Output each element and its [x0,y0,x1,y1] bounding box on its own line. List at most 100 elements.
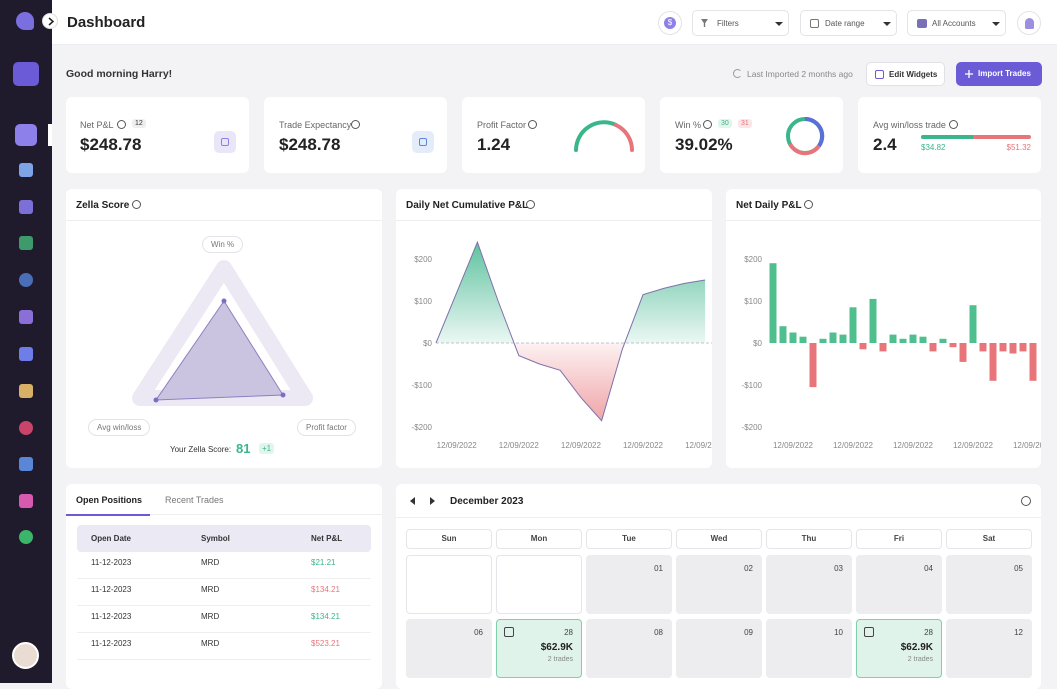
day-number: 08 [654,628,663,637]
collapse-toggle[interactable] [42,13,58,29]
day-cell[interactable]: 12 [946,619,1032,678]
x-tick-label: 12/09/2022 [833,441,874,450]
info-icon[interactable] [1021,496,1031,506]
day-cell[interactable]: 01 [586,555,672,614]
icon-glyph [221,138,229,146]
weekday-label: Tue [622,534,636,543]
day-cell[interactable]: 10 [766,619,852,678]
nav-icon[interactable] [19,384,33,398]
bar [899,338,907,343]
kpi-card: Profit Factor 1.24 [462,97,645,173]
bar [819,338,827,343]
notifications[interactable] [1017,11,1041,35]
tab-bar [66,484,382,515]
accounts-label: All Accounts [932,19,976,28]
weekday-header: Sun [406,529,492,549]
nav-icon[interactable] [19,421,33,435]
bell-icon [1025,18,1034,29]
kpi-label: Win % [675,120,702,130]
info-icon[interactable] [132,200,141,209]
panel-header [396,484,1041,518]
day-number: 28 [564,628,573,637]
tab[interactable]: Recent Trades [165,495,224,505]
kpi-icon [412,131,434,153]
weekday-label: Fri [893,534,905,543]
cumulative-chart: -$200 -$100 $0 $100 $200 12/09/2022 12/09/2022… [412,240,712,450]
weekday-header: Tue [586,529,672,549]
day-number: 10 [834,628,843,637]
nav-icon[interactable] [19,310,33,324]
bar [859,343,867,350]
y-tick-label: $200 [414,255,432,264]
day-cell[interactable]: 08 [586,619,672,678]
import-trades-button[interactable]: Import Trades [956,62,1042,86]
weekday-header: Sat [946,529,1032,549]
currency-button[interactable]: $ [658,11,682,35]
kpi-value: 1.24 [477,135,511,154]
info-icon[interactable] [351,120,360,129]
edit-widgets-button[interactable]: Edit Widgets [866,62,945,86]
weekday-label: Mon [530,534,548,543]
logo[interactable] [16,12,34,30]
y-tick-label: $100 [744,297,762,306]
trade-day[interactable]: 28 $62.9K 2 trades [496,619,582,678]
nav-icon[interactable] [19,494,33,508]
nav-icon[interactable] [19,347,33,361]
panel-header [726,189,1041,221]
y-tick-label: -$200 [412,423,433,432]
day-cell[interactable]: 09 [676,619,762,678]
info-icon[interactable] [117,120,126,129]
chevron [48,17,55,26]
date-range-dropdown[interactable]: Date range [800,10,897,36]
day-cell[interactable]: 02 [676,555,762,614]
tab-active[interactable]: Open Positions [76,495,143,505]
accounts-dropdown[interactable]: All Accounts [907,10,1006,36]
weekday-header: Wed [676,529,762,549]
bar [829,332,837,343]
nav-icon[interactable] [19,273,33,287]
x-tick-label: 12/09/2022 [893,441,934,450]
nav-icon[interactable] [19,530,33,544]
y-tick-label: -$100 [742,381,763,390]
nav-icon[interactable] [19,163,33,177]
edit-widgets-label: Edit Widgets [889,70,938,79]
panel-title: Daily Net Cumulative P&L [406,200,529,211]
row-divider [77,578,371,579]
day-cell[interactable]: 06 [406,619,492,678]
trade-day[interactable]: 28 $62.9K 2 trades [856,619,942,678]
kpi-card: Avg win/loss trade 2.4 $34.82 $51.32 [858,97,1041,173]
x-tick-label: 12/09/2022 [773,441,814,450]
info-icon[interactable] [526,200,535,209]
day-trades: 2 trades [907,656,933,663]
bar [849,307,857,343]
cell-symbol: MRD [201,639,220,648]
nav-icon[interactable] [19,457,33,471]
y-tick-label: $100 [414,297,432,306]
bar [869,298,877,343]
add-button[interactable] [13,62,39,86]
info-icon[interactable] [528,120,537,129]
cell-date: 11-12-2023 [91,639,132,648]
last-imported: Last Imported 2 months ago [747,69,853,79]
day-cell[interactable]: 03 [766,555,852,614]
nav-dashboard[interactable] [15,124,37,146]
day-cell[interactable]: 04 [856,555,942,614]
day-number: 12 [1014,628,1023,637]
nav-icon[interactable] [19,200,33,214]
bar [909,334,917,343]
bar [769,263,777,343]
nav-icon[interactable] [19,236,33,250]
cell-pnl: $21.21 [311,558,336,567]
info-icon[interactable] [703,120,712,129]
info-icon[interactable] [804,200,813,209]
calendar-month: December 2023 [450,496,524,507]
panel-header [66,189,382,221]
avatar[interactable] [12,642,39,669]
month-nav[interactable] [410,497,436,505]
x-tick-label: 12/09/2022 [623,441,664,450]
day-cell[interactable]: 05 [946,555,1032,614]
info-icon[interactable] [949,120,958,129]
win-badge: 30 [718,119,732,128]
avg-loss: $51.32 [1006,143,1031,152]
filters-dropdown[interactable]: Filters [692,10,789,36]
